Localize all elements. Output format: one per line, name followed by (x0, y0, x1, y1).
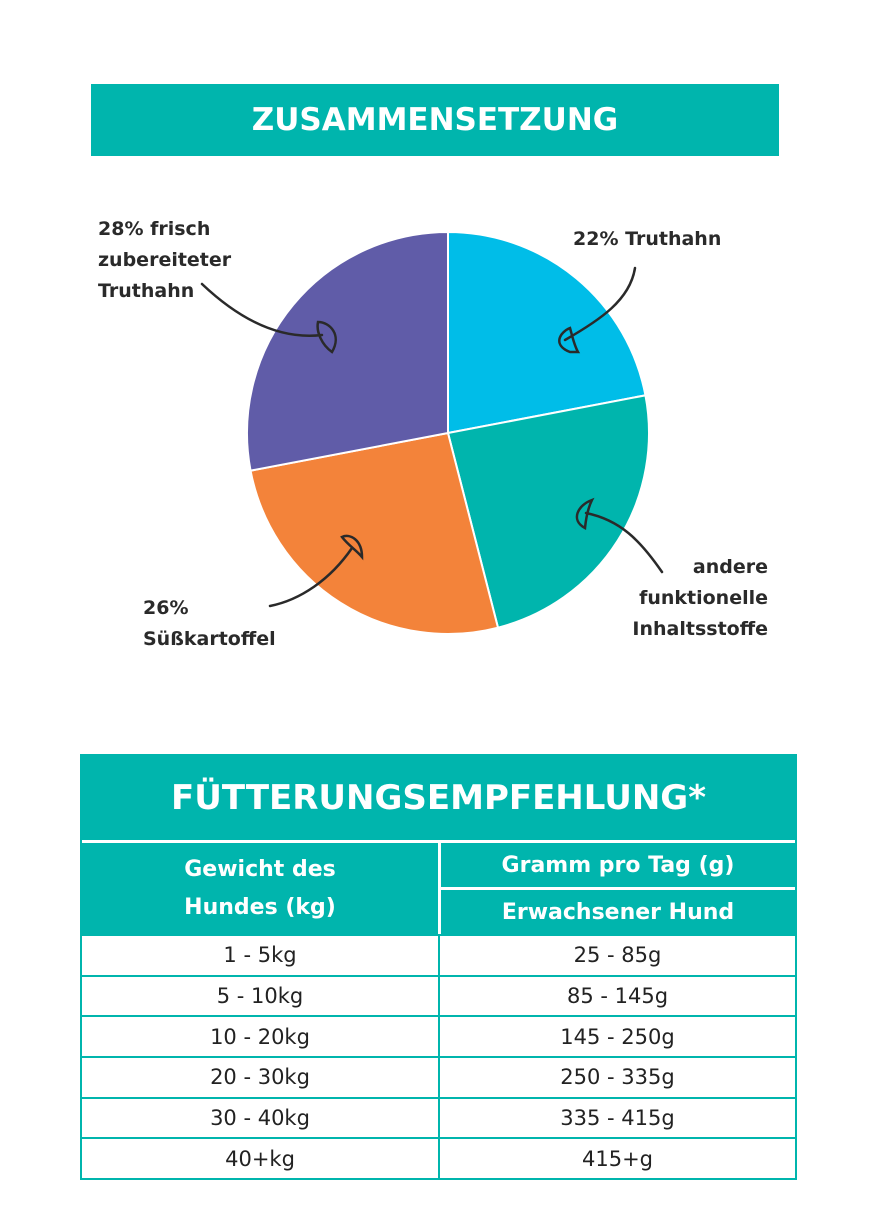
weight-cell: 5 - 10kg (82, 976, 440, 1016)
arrow-other-icon (575, 497, 664, 574)
grams-cell: 25 - 85g (573, 943, 662, 968)
label-sweet-potato: 26% Süßkartoffel (143, 593, 276, 655)
label-line: zubereiteter (98, 249, 232, 271)
table-row: 40+kg 415+g (82, 1137, 795, 1179)
composition-title: ZUSAMMENSETZUNG (91, 84, 779, 156)
grams-cell: 335 - 415g (560, 1106, 675, 1131)
weight-cell: 30 - 40kg (82, 1098, 440, 1138)
feeding-table: FÜTTERUNGSEMPFEHLUNG* Gewicht des Hundes … (80, 754, 797, 1181)
arrow-sweet-potato-icon (268, 534, 364, 608)
header-line: Hundes (kg) (184, 894, 336, 920)
grams-cell: 85 - 145g (566, 984, 669, 1009)
weight-cell: 40+kg (82, 1139, 440, 1179)
label-line: Inhaltsstoffe (632, 618, 768, 640)
weight-cell: 1 - 5kg (82, 936, 440, 975)
table-row: 5 - 10kg 85 - 145g (82, 974, 795, 1016)
table-header: Gewicht des Hundes (kg) Gramm pro Tag (g)… (82, 843, 795, 934)
weight-cell: 10 - 20kg (82, 1017, 440, 1057)
label-line: 22% Truthahn (573, 228, 722, 250)
weight-cell: 20 - 30kg (82, 1058, 440, 1097)
label-line: Süßkartoffel (143, 628, 276, 650)
pie-chart (200, 230, 664, 635)
table-row: 30 - 40kg 335 - 415g (82, 1096, 795, 1138)
label-line: Truthahn (98, 280, 195, 302)
pie-slice-3 (246, 230, 449, 472)
label-line: 26% (143, 597, 189, 619)
label-turkey: 22% Truthahn (573, 224, 721, 255)
arrow-fresh-turkey-icon (200, 282, 337, 354)
arrow-turkey-icon (558, 266, 637, 354)
label-line: 28% frisch (98, 218, 211, 240)
header-line: Gewicht des (184, 856, 336, 882)
label-line: andere (692, 556, 768, 578)
pie-slice-2 (249, 431, 500, 635)
label-line: funktionelle (639, 587, 768, 609)
pie-slice-0 (447, 230, 647, 435)
header-grams: Gramm pro Tag (g) (441, 843, 795, 890)
pie-slice-1 (446, 394, 650, 629)
grams-cell: 250 - 335g (560, 1065, 675, 1090)
table-row: 10 - 20kg 145 - 250g (82, 1015, 795, 1057)
header-adult-dog: Erwachsener Hund (501, 899, 735, 925)
grams-cell: 415+g (581, 1146, 653, 1171)
header-weight: Gewicht des Hundes (kg) (82, 843, 441, 934)
label-other: andere funktionelle Inhaltsstoffe (632, 552, 768, 645)
label-fresh-turkey: 28% frisch zubereiteter Truthahn (98, 214, 231, 307)
table-row: 1 - 5kg 25 - 85g (82, 934, 795, 975)
feeding-title: FÜTTERUNGSEMPFEHLUNG* (82, 756, 795, 843)
table-row: 20 - 30kg 250 - 335g (82, 1056, 795, 1097)
grams-cell: 145 - 250g (560, 1024, 675, 1049)
